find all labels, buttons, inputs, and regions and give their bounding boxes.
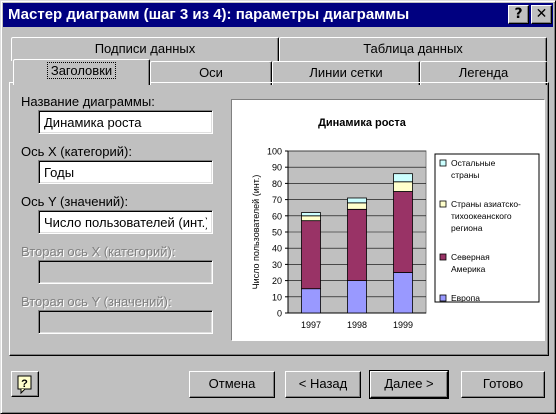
close-icon: ✕ — [535, 6, 548, 22]
bar-segment — [301, 212, 321, 217]
tab-data-table[interactable]: Таблица данных — [279, 37, 547, 61]
bar-segment — [347, 280, 367, 314]
secondary-x-axis-label: Вторая ось X (категорий): — [21, 244, 176, 259]
bar-segment — [301, 288, 321, 314]
bar-segment — [393, 191, 413, 273]
bar-segment — [393, 173, 413, 183]
tab-label: Таблица данных — [363, 41, 463, 56]
y-tick-label: 70 — [272, 195, 282, 205]
tab-label: Заголовки — [46, 62, 117, 79]
tab-titles[interactable]: Заголовки — [13, 59, 150, 85]
tab-label: Линии сетки — [309, 65, 383, 80]
legend-swatch — [439, 200, 447, 208]
x-tick-label: 1999 — [393, 320, 413, 330]
question-icon: ? — [514, 6, 523, 22]
assistant-help-icon: ? — [17, 375, 32, 395]
legend-label: Северная — [451, 252, 490, 262]
legend-label: Америка — [451, 264, 486, 274]
x-tick-label: 1998 — [347, 320, 367, 330]
tab-label: Легенда — [458, 65, 509, 80]
chart-title-label: Название диаграммы: — [21, 94, 155, 109]
chart-preview: Динамика роста 0 10 20 30 40 50 60 70 80 90 100 1997… — [231, 99, 545, 350]
y-tick-label: 60 — [272, 211, 282, 221]
help-title-button[interactable]: ? — [508, 5, 529, 24]
bar-segment — [347, 208, 367, 281]
x-tick-label: 1997 — [301, 320, 321, 330]
x-axis-input[interactable] — [38, 160, 213, 184]
legend-label: Европа — [451, 293, 480, 303]
tab-label: Подписи данных — [94, 41, 196, 56]
chart-svg: Динамика роста 0 10 20 30 40 50 60 70 80 90 100 1997… — [251, 117, 540, 350]
legend-label: страны — [451, 170, 479, 180]
window-title: Мастер диаграмм (шаг 3 из 4): параметры … — [8, 6, 410, 23]
office-assistant-button[interactable]: ? — [11, 371, 39, 397]
back-button[interactable]: < Назад — [285, 371, 361, 398]
legend-label: тихоокеанского — [451, 211, 512, 221]
secondary-y-axis-label: Вторая ось Y (значений): — [21, 294, 172, 309]
legend-box — [434, 153, 540, 303]
chart-title: Динамика роста — [318, 117, 407, 129]
y-tick-label: 40 — [272, 244, 282, 254]
tab-data-labels[interactable]: Подписи данных — [11, 37, 279, 61]
svg-text:?: ? — [21, 378, 28, 390]
y-axis-label: Ось Y (значений): — [21, 194, 129, 209]
y-tick-label: 20 — [272, 276, 282, 286]
legend-swatch — [439, 253, 447, 261]
finish-button[interactable]: Готово — [461, 371, 545, 398]
close-button[interactable]: ✕ — [531, 5, 552, 24]
title-bar: Мастер диаграмм (шаг 3 из 4): параметры … — [3, 3, 553, 27]
cancel-button[interactable]: Отмена — [189, 371, 275, 398]
y-axis-input[interactable] — [38, 210, 213, 234]
secondary-x-axis-input — [38, 260, 213, 284]
legend-label: Страны азиатско- — [451, 199, 521, 209]
tab-panel — [9, 82, 549, 356]
legend-swatch — [439, 159, 447, 167]
tab-gridlines[interactable]: Линии сетки — [272, 61, 420, 85]
y-tick-label: 90 — [272, 163, 282, 173]
chart-title-input[interactable] — [38, 110, 213, 134]
y-tick-label: 10 — [272, 292, 282, 302]
y-tick-label: 50 — [272, 228, 282, 238]
tab-legend[interactable]: Легенда — [420, 61, 547, 85]
y-tick-label: 0 — [277, 309, 282, 319]
legend-label: региона — [451, 223, 483, 233]
tab-axes[interactable]: Оси — [150, 61, 272, 85]
legend-swatch — [439, 294, 447, 302]
bar-segment — [347, 202, 367, 210]
bar-segment — [301, 215, 321, 222]
bar-segment — [393, 181, 413, 192]
y-axis-title: Число пользователей (инт.) — [251, 175, 261, 290]
legend-label: Остальные — [451, 158, 496, 168]
x-axis-label: Ось X (категорий): — [21, 144, 132, 159]
y-tick-label: 80 — [272, 179, 282, 189]
y-tick-label: 100 — [267, 147, 282, 157]
tab-label: Оси — [199, 65, 223, 80]
bar-segment — [393, 272, 413, 314]
secondary-y-axis-input — [38, 310, 213, 334]
bar-segment — [301, 220, 321, 290]
next-button[interactable]: Далее > — [369, 370, 449, 399]
bar-segment — [347, 197, 367, 204]
y-tick-label: 30 — [272, 260, 282, 270]
